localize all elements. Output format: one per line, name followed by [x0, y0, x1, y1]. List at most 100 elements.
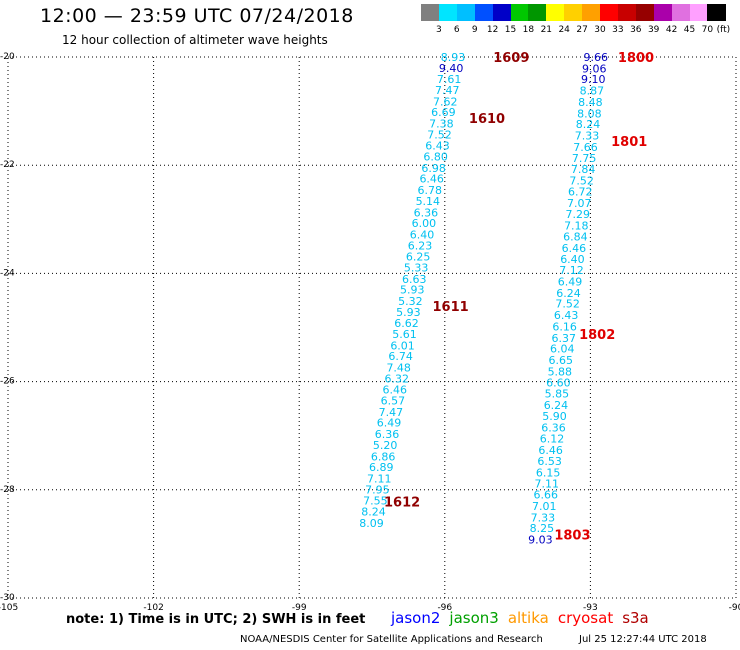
color-swatch	[474, 4, 494, 21]
wave-height-point: 6.80	[423, 151, 448, 164]
color-scale-label: 45	[683, 25, 696, 35]
wave-height-point: 7.55	[363, 495, 388, 508]
satellite-legend-item: jason2	[391, 609, 441, 627]
wave-height-point: 8.87	[580, 85, 605, 98]
color-swatch	[635, 4, 655, 21]
color-scale-label: 33	[612, 25, 624, 35]
pass-time-label: 1612	[384, 496, 420, 511]
satellite-legend-item: s3a	[622, 609, 649, 627]
wave-height-point: 6.00	[412, 217, 437, 230]
wave-height-point: 6.72	[568, 186, 593, 199]
wave-height-point: 6.49	[377, 417, 402, 430]
wave-height-point: 7.11	[367, 472, 392, 485]
color-swatch	[689, 4, 708, 21]
footer-note: note: 1) Time is in UTC; 2) SWH is in fe…	[66, 612, 366, 627]
color-scale-label: 42	[665, 25, 678, 35]
wave-height-point: 6.46	[383, 384, 408, 397]
satellite-legend-item: cryosat	[557, 609, 614, 627]
x-tick-label: -102	[143, 603, 163, 613]
wave-height-point: 5.61	[392, 328, 417, 341]
y-tick-label: -24	[0, 268, 15, 278]
wave-height-point: 9.40	[439, 62, 464, 75]
wave-height-point: 7.95	[365, 483, 390, 496]
pass-time-label: 1803	[554, 529, 590, 544]
color-swatch	[438, 4, 458, 21]
y-tick-label: -26	[0, 377, 15, 387]
wave-height-point: 7.75	[572, 152, 597, 165]
wave-height-point: 6.74	[388, 350, 413, 363]
color-scale-label: 24	[558, 25, 570, 35]
wave-height-point: 8.24	[576, 118, 601, 131]
color-scale-label: 6	[453, 25, 460, 35]
wave-height-point: 6.66	[533, 489, 558, 502]
wave-height-point: 5.85	[545, 388, 570, 401]
color-swatch	[707, 4, 726, 21]
wave-height-point: 9.06	[582, 62, 607, 75]
wave-height-point: 6.57	[381, 395, 406, 408]
wave-height-point: 6.04	[550, 343, 575, 356]
wave-height-point: 5.32	[398, 295, 423, 308]
pass-time-labels: 1609 1610 1611 1612 1800 1801 1802 1803	[384, 51, 654, 544]
wave-height-point: 6.46	[562, 242, 587, 255]
grid-lines	[8, 57, 736, 598]
color-swatch	[421, 4, 440, 21]
color-scale-label: 70	[701, 25, 714, 35]
wave-height-point: 5.33	[404, 261, 429, 274]
plot-frame	[7, 56, 737, 599]
wave-height-point: 6.40	[410, 228, 435, 241]
wave-height-point: 5.93	[396, 306, 421, 319]
x-tick-label: -99	[292, 603, 307, 613]
wave-height-point: 6.24	[544, 399, 569, 412]
x-tick-label: -105	[0, 603, 18, 613]
wave-height-point: 7.18	[564, 219, 589, 232]
color-swatch	[510, 4, 529, 21]
satellite-legend-item: altika	[507, 609, 549, 627]
page-subtitle: 12 hour collection of altimeter wave hei…	[62, 33, 328, 47]
wave-height-point: 7.52	[569, 174, 594, 187]
color-swatch	[546, 4, 565, 21]
wave-height-point: 9.03	[528, 534, 553, 547]
color-scale-label: 15	[504, 25, 517, 35]
wave-height-point: 7.62	[433, 95, 458, 108]
color-swatch	[653, 4, 673, 21]
wave-height-point: 6.01	[390, 339, 415, 352]
wave-height-point: 7.01	[532, 500, 557, 513]
wave-height-point: 6.78	[418, 184, 443, 197]
wave-height-point: 5.20	[373, 439, 398, 452]
wave-height-point: 6.43	[554, 309, 579, 322]
wave-height-point: 6.53	[537, 455, 562, 468]
wave-height-point: 6.98	[421, 162, 446, 175]
wave-height-point: 7.48	[386, 362, 411, 375]
wave-height-point: 6.24	[556, 287, 581, 300]
wave-height-point: 8.24	[361, 505, 386, 518]
color-scale-label: 18	[522, 25, 535, 35]
y-tick-label: -20	[0, 52, 15, 62]
color-scale-label: 21	[540, 25, 553, 35]
wave-height-point: 7.29	[566, 208, 591, 221]
wave-height-point: 6.16	[552, 320, 577, 333]
wave-height-values: 8.939.407.617.477.626.697.387.526.436.80…	[359, 51, 608, 547]
wave-height-point: 7.33	[575, 129, 600, 142]
y-tick-label: -30	[0, 593, 15, 603]
wave-height-point: 7.61	[437, 73, 462, 86]
wave-height-point: 6.89	[369, 461, 394, 474]
wave-height-point: 7.84	[571, 163, 596, 176]
wave-height-point: 6.65	[549, 354, 574, 367]
wave-height-point: 6.49	[558, 276, 583, 289]
axis-frame	[7, 56, 737, 599]
wave-height-point: 6.23	[408, 239, 433, 252]
wave-height-point: 8.25	[530, 522, 555, 535]
pass-time-label: 1610	[469, 112, 505, 127]
color-scale-unit: (ft)	[716, 25, 731, 35]
color-scale-label: 9	[471, 25, 478, 35]
wave-height-point: 7.52	[427, 128, 452, 141]
color-swatch	[617, 4, 637, 21]
color-swatch	[582, 4, 601, 21]
wave-height-point: 7.47	[435, 84, 460, 97]
wave-height-point: 6.86	[371, 450, 396, 463]
color-scale-label: 12	[486, 25, 499, 35]
wave-height-point: 6.63	[402, 273, 427, 286]
color-swatch	[564, 4, 583, 21]
satellite-legend: jason2 jason3 altika cryosat s3a	[391, 609, 658, 627]
